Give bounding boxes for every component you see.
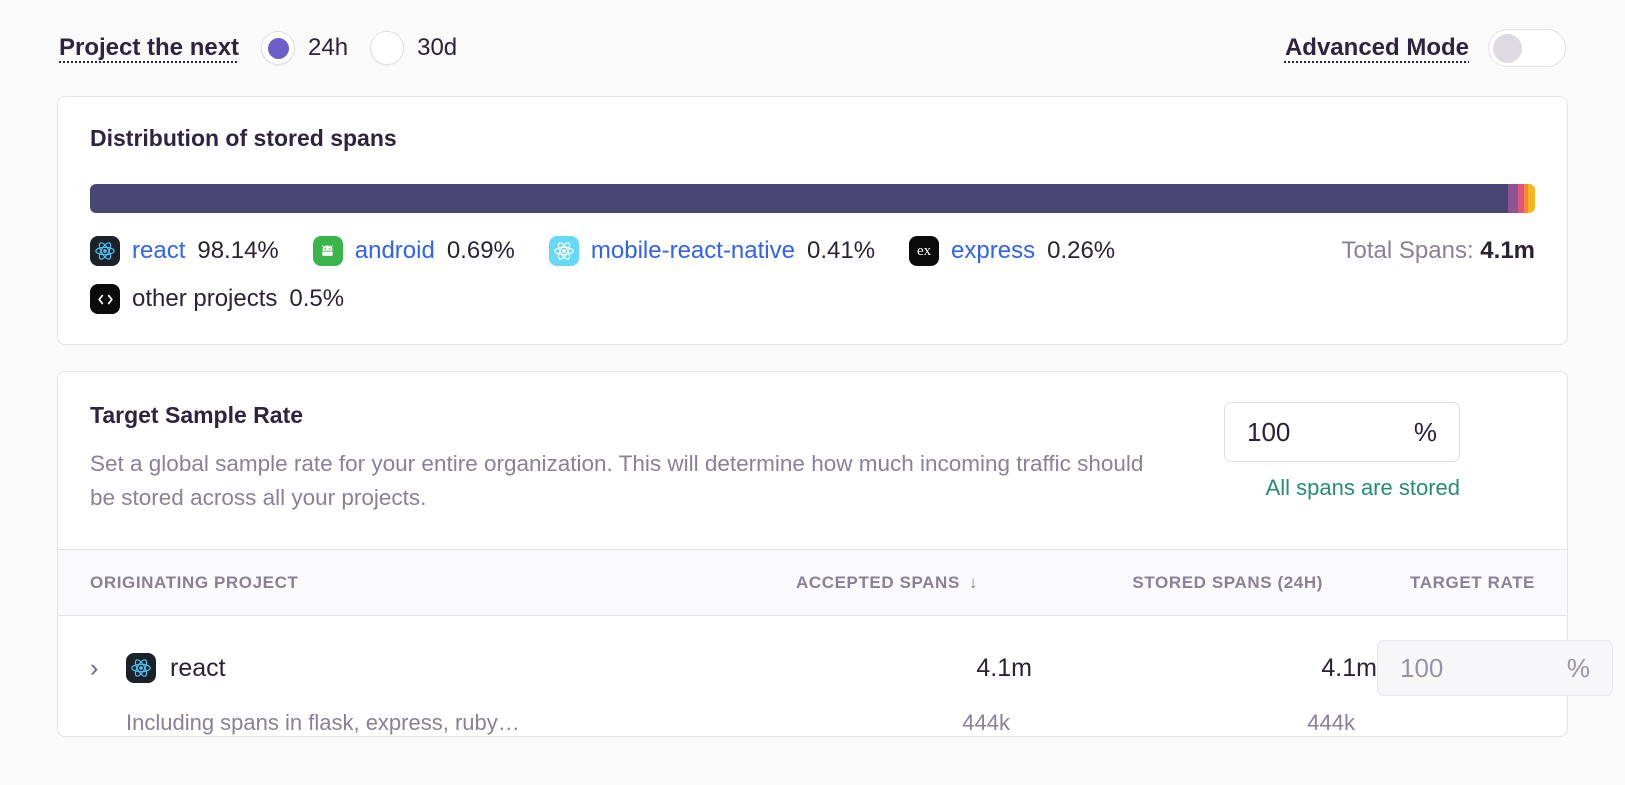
legend-pct-other-projects: 0.5% (289, 285, 345, 312)
row-sample-rate-suffix: % (1566, 652, 1590, 683)
react-native-icon (548, 236, 579, 266)
legend-name-express[interactable]: express (951, 237, 1036, 264)
table-row-main: › react 4.1m 4.1m 100 (58, 616, 1613, 696)
toggle-knob (1493, 34, 1522, 63)
row-project: react (112, 653, 732, 683)
total-spans: Total Spans: 4.1m (1342, 237, 1535, 265)
legend-item-react: react 98.14% (90, 236, 279, 266)
global-sample-rate-input[interactable]: 100 % (1224, 402, 1460, 462)
legend-pct-android: 0.69% (446, 237, 515, 264)
row-stored-spans: 4.1m (1321, 653, 1377, 682)
period-option-24h-label: 24h (308, 34, 349, 61)
column-target-rate: Target Rate (1323, 549, 1567, 616)
chevron-right-icon[interactable]: › (90, 653, 99, 682)
target-sample-rate-description: Set a global sample rate for your entire… (90, 451, 1144, 510)
row-sub-stored-spans: 444k (1307, 710, 1355, 735)
table-row-sub: Including spans in flask, express, ruby…… (58, 696, 1567, 736)
row-sample-rate-input[interactable]: 100 % (1377, 640, 1613, 696)
target-sample-rate-control: 100 % All spans are stored (1224, 402, 1460, 515)
express-icon: ex (909, 236, 940, 266)
target-sample-rate-header: Target Sample Rate Set a global sample r… (58, 372, 1567, 549)
global-sample-rate-value: 100 (1247, 416, 1291, 447)
row-sub-accepted-spans: 444k (962, 710, 1010, 735)
column-accepted-spans-label: Accepted Spans (795, 573, 960, 592)
legend-item-other-projects: other projects 0.5% (90, 284, 1535, 314)
target-sample-rate-card: Target Sample Rate Set a global sample r… (57, 371, 1613, 737)
period-option-24h[interactable]: 24h (261, 31, 348, 65)
global-sample-rate-suffix: % (1413, 416, 1437, 447)
total-spans-value: 4.1m (1480, 237, 1535, 264)
column-originating-project[interactable]: Originating Project (58, 549, 678, 616)
sort-descending-icon: ↓ (968, 573, 978, 592)
bar-segment-android (1508, 184, 1519, 213)
android-icon (312, 236, 343, 266)
bar-segment-other-projects (1527, 184, 1535, 213)
react-icon (90, 236, 120, 266)
legend-name-react[interactable]: react (132, 237, 186, 264)
period-radio-group: 24h 30d (261, 31, 457, 65)
radio-24h-icon[interactable] (261, 31, 296, 65)
legend-item-mobile-react-native: mobile-react-native 0.41% (548, 236, 876, 266)
distribution-legend: react 98.14% android 0.69% mobile-react-… (90, 236, 1535, 314)
legend-name-android[interactable]: android (354, 237, 435, 264)
code-icon (90, 284, 120, 314)
all-spans-stored-status: All spans are stored (1265, 475, 1460, 500)
legend-name-other-projects: other projects (132, 285, 278, 312)
column-accepted-spans[interactable]: Accepted Spans ↓ (678, 549, 978, 616)
distribution-bar (90, 184, 1535, 213)
bar-segment-mobile-react-native (1518, 184, 1524, 213)
bar-segment-express (1524, 184, 1528, 213)
bar-segment-react (90, 184, 1509, 213)
row-sample-rate-value: 100 (1400, 652, 1444, 683)
advanced-mode-toggle[interactable] (1488, 29, 1566, 67)
row-accepted-spans: 4.1m (976, 653, 1032, 682)
target-sample-rate-title: Target Sample Rate (90, 402, 304, 428)
react-icon (126, 653, 156, 683)
row-sub-description: Including spans in flask, express, ruby… (126, 710, 520, 735)
legend-name-mobile-react-native[interactable]: mobile-react-native (590, 237, 795, 264)
distribution-title: Distribution of stored spans (90, 125, 397, 151)
table-header-row: Originating Project Accepted Spans ↓ Stor… (58, 549, 1567, 616)
project-the-next-label[interactable]: Project the next (59, 34, 240, 61)
period-option-30d-label: 30d (417, 34, 458, 61)
row-project-name: react (170, 653, 226, 682)
table-row-cell: › react 4.1m 4.1m 100 (58, 616, 1613, 737)
total-spans-label: Total Spans: (1341, 237, 1474, 264)
distribution-card: Distribution of stored spans react 98.14… (57, 96, 1568, 345)
radio-30d-icon[interactable] (370, 31, 405, 65)
legend-pct-mobile-react-native: 0.41% (806, 237, 876, 264)
table-row: › react 4.1m 4.1m 100 (58, 616, 1613, 737)
legend-pct-express: 0.26% (1047, 237, 1116, 264)
target-sample-rate-text: Target Sample Rate Set a global sample r… (90, 402, 1200, 515)
advanced-mode-label[interactable]: Advanced Mode (1284, 34, 1469, 61)
legend-item-express: ex express 0.26% (909, 236, 1115, 266)
period-option-30d[interactable]: 30d (370, 31, 457, 65)
column-stored-spans[interactable]: Stored Spans (24h) (978, 549, 1323, 616)
legend-pct-react: 98.14% (197, 237, 279, 264)
legend-item-android: android 0.69% (312, 236, 515, 266)
page-header: Project the next 24h 30d Advanced Mode (57, 0, 1568, 96)
row-target-rate: 100 % (1377, 640, 1613, 696)
projects-table: Originating Project Accepted Spans ↓ Stor… (58, 549, 1613, 737)
